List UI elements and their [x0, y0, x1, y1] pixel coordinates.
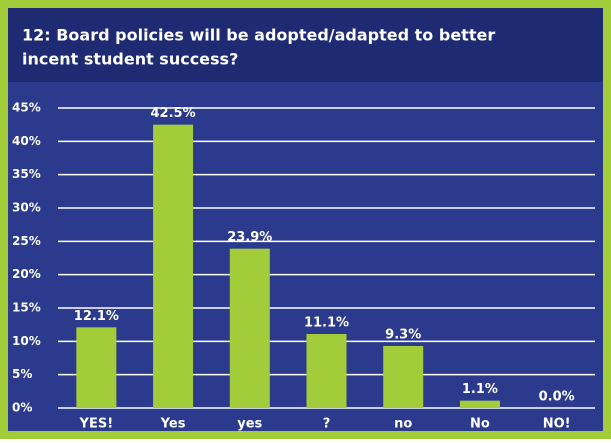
y-tick-label: 40%: [12, 134, 41, 148]
value-label: 12.1%: [74, 309, 119, 324]
bar: [76, 327, 117, 408]
value-label: 23.9%: [227, 230, 272, 245]
x-tick-label: ?: [323, 417, 331, 432]
y-tick-label: 15%: [12, 301, 41, 315]
bar: [383, 346, 424, 408]
x-tick-label: Yes: [160, 417, 186, 432]
bar: [306, 334, 347, 408]
y-tick-label: 10%: [12, 334, 41, 348]
y-tick-label: 45%: [12, 101, 41, 115]
bar: [229, 248, 270, 408]
y-tick-label: 35%: [12, 167, 41, 181]
y-tick-label: 20%: [12, 267, 41, 281]
value-label: 9.3%: [385, 328, 421, 343]
bar: [459, 400, 500, 408]
value-label: 11.1%: [304, 316, 349, 331]
y-tick-label: 5%: [12, 367, 32, 381]
x-tick-label: YES!: [79, 417, 114, 432]
x-tick-label: NO!: [543, 417, 571, 432]
value-label: 0.0%: [539, 390, 575, 405]
chart-title: incent student success?: [22, 50, 238, 69]
title-background: [8, 8, 603, 82]
value-label: 42.5%: [151, 106, 196, 121]
x-tick-label: No: [470, 417, 490, 432]
y-tick-label: 25%: [12, 234, 41, 248]
chart-title: 12: Board policies will be adopted/adapt…: [22, 26, 495, 45]
y-tick-label: 0%: [12, 401, 32, 415]
value-label: 1.1%: [462, 382, 498, 397]
bar: [153, 124, 194, 409]
x-tick-label: yes: [237, 417, 262, 432]
x-tick-label: no: [394, 417, 412, 432]
y-tick-label: 30%: [12, 201, 41, 215]
